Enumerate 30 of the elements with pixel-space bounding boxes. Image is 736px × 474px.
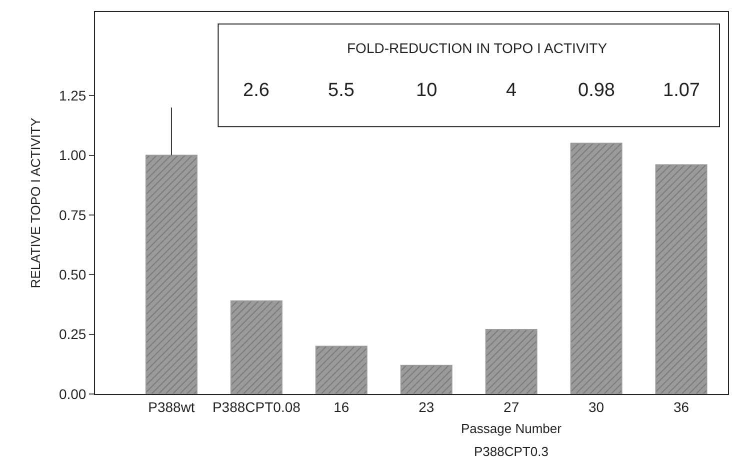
y-tick-label: 1.00 bbox=[58, 147, 86, 164]
y-tick-label: 1.25 bbox=[58, 87, 86, 104]
annotation: 2.6 bbox=[243, 80, 270, 101]
x-tick-label: 36 bbox=[673, 398, 690, 415]
y-axis-title: RELATIVE TOPO I ACTIVITY bbox=[28, 117, 43, 288]
y-tick-label: 0.00 bbox=[58, 386, 86, 402]
text: Passage Number bbox=[461, 421, 562, 436]
x-tick-label: 27 bbox=[504, 398, 520, 415]
bar bbox=[230, 300, 282, 394]
annotation: 0.98 bbox=[578, 80, 615, 101]
bar bbox=[655, 164, 708, 394]
annotation: 10 bbox=[416, 80, 438, 101]
bar bbox=[315, 346, 368, 394]
y-tick-label: 0.25 bbox=[58, 326, 86, 342]
y-tick-label: 0.75 bbox=[58, 206, 86, 223]
annotation: 4 bbox=[506, 80, 517, 101]
x-tick-label: 30 bbox=[588, 398, 604, 415]
annotation: 1.07 bbox=[663, 80, 700, 101]
x-tick-label: P388CPT0.08 bbox=[212, 398, 301, 415]
bar bbox=[145, 154, 198, 394]
y-tick-label: 0.50 bbox=[58, 266, 86, 283]
x-tick-label: 23 bbox=[418, 398, 434, 415]
x-tick-label: 16 bbox=[334, 398, 350, 415]
annotation: FOLD-REDUCTION IN TOPO I ACTIVITY bbox=[347, 40, 608, 56]
bar bbox=[570, 142, 622, 394]
bar bbox=[485, 329, 538, 394]
x-tick-label: P388wt bbox=[148, 398, 195, 415]
text: P388CPT0.3 bbox=[474, 444, 548, 459]
bar bbox=[400, 364, 452, 394]
annotation: 5.5 bbox=[328, 80, 354, 101]
